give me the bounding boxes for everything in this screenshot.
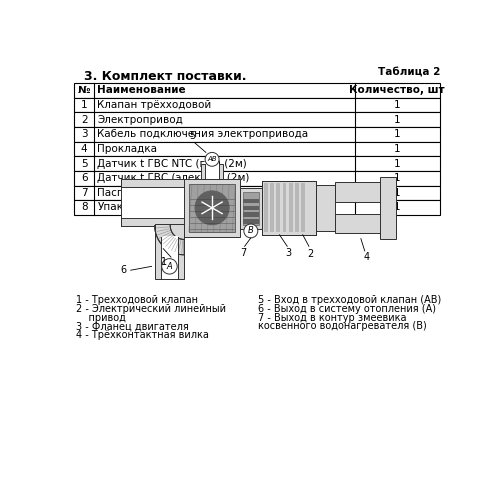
Text: 4 - Трёхконтактная вилка: 4 - Трёхконтактная вилка xyxy=(76,330,210,340)
Text: Датчик t ГВС (электро) (2м): Датчик t ГВС (электро) (2м) xyxy=(98,173,250,183)
Bar xyxy=(262,181,316,235)
Text: 1: 1 xyxy=(394,158,400,168)
Text: Прокладка: Прокладка xyxy=(98,144,158,154)
Bar xyxy=(74,156,440,171)
Bar xyxy=(295,183,299,232)
Text: 1: 1 xyxy=(394,100,400,110)
Text: 1: 1 xyxy=(394,130,400,140)
Text: 3: 3 xyxy=(286,248,292,258)
Text: 1: 1 xyxy=(81,100,87,110)
Text: B: B xyxy=(248,226,254,235)
Bar xyxy=(243,220,258,224)
Text: 5: 5 xyxy=(81,158,87,168)
Text: 2 - Электрический линейный: 2 - Электрический линейный xyxy=(76,304,227,314)
Text: 6 - Выход в систему отопления (А): 6 - Выход в систему отопления (А) xyxy=(258,304,436,314)
Bar xyxy=(74,127,440,142)
Bar xyxy=(205,164,219,180)
Bar xyxy=(120,187,184,218)
Bar xyxy=(243,192,258,225)
Text: 7: 7 xyxy=(81,188,87,198)
Bar xyxy=(289,183,292,232)
Text: 1: 1 xyxy=(394,114,400,124)
Text: 2: 2 xyxy=(308,248,314,258)
Text: 3. Комплект поставки.: 3. Комплект поставки. xyxy=(84,70,246,83)
Text: 1: 1 xyxy=(394,202,400,212)
Bar xyxy=(270,183,274,232)
Circle shape xyxy=(244,224,258,238)
Text: 2: 2 xyxy=(81,114,87,124)
Text: Кабель подключения электропривода: Кабель подключения электропривода xyxy=(98,130,308,140)
Text: Датчик t ГВС NTC (газ) (2м): Датчик t ГВС NTC (газ) (2м) xyxy=(98,158,247,168)
Circle shape xyxy=(162,258,177,274)
Bar xyxy=(74,186,440,200)
Bar xyxy=(282,183,286,232)
Text: привод: привод xyxy=(76,312,126,322)
Bar xyxy=(184,180,240,237)
Text: A: A xyxy=(166,262,172,271)
Bar xyxy=(380,177,396,238)
Text: Наименование: Наименование xyxy=(98,86,186,96)
Text: №: № xyxy=(78,86,90,96)
Bar xyxy=(243,206,258,210)
Polygon shape xyxy=(154,226,184,255)
Bar xyxy=(74,83,440,98)
Text: 7: 7 xyxy=(240,248,246,258)
Bar xyxy=(161,236,178,280)
Bar xyxy=(201,164,223,180)
Text: 8: 8 xyxy=(81,202,87,212)
Text: 3 - Фланец двигателя: 3 - Фланец двигателя xyxy=(76,322,189,332)
Bar xyxy=(316,184,336,231)
Text: 5: 5 xyxy=(190,131,196,141)
Bar xyxy=(74,142,440,156)
Bar xyxy=(243,198,258,203)
Bar xyxy=(336,182,384,202)
Text: 6: 6 xyxy=(120,265,127,275)
Bar xyxy=(189,184,236,232)
Text: Упаковка: Упаковка xyxy=(98,202,149,212)
Bar xyxy=(262,181,316,235)
Bar xyxy=(276,183,280,232)
Bar xyxy=(74,171,440,186)
Circle shape xyxy=(195,191,229,225)
Bar xyxy=(336,214,384,233)
Bar xyxy=(74,98,440,112)
Bar xyxy=(264,183,268,232)
Text: косвенного водонагревателя (В): косвенного водонагревателя (В) xyxy=(258,322,426,332)
Text: 1: 1 xyxy=(394,144,400,154)
Bar xyxy=(74,200,440,215)
Text: 6: 6 xyxy=(81,173,87,183)
Bar xyxy=(154,224,184,280)
Text: 4: 4 xyxy=(363,252,370,262)
Text: Клапан трёхходовой: Клапан трёхходовой xyxy=(98,100,212,110)
Text: Электропривод: Электропривод xyxy=(98,114,183,124)
Text: Паспорт: Паспорт xyxy=(98,188,143,198)
Text: 5 - Вход в трехходовой клапан (АВ): 5 - Вход в трехходовой клапан (АВ) xyxy=(258,295,441,305)
Bar xyxy=(74,112,440,127)
Text: Таблица 2: Таблица 2 xyxy=(378,67,440,77)
Bar xyxy=(301,183,305,232)
Text: 1: 1 xyxy=(394,188,400,198)
Text: 1: 1 xyxy=(394,173,400,183)
Text: 1 - Трехходовой клапан: 1 - Трехходовой клапан xyxy=(76,295,198,305)
Text: Количество, шт: Количество, шт xyxy=(350,86,445,96)
Text: AB: AB xyxy=(208,156,217,162)
Text: 4: 4 xyxy=(81,144,87,154)
Bar xyxy=(240,188,262,228)
Text: 7 - Выход в контур змеевика: 7 - Выход в контур змеевика xyxy=(258,312,406,322)
Circle shape xyxy=(205,152,219,166)
Text: 3: 3 xyxy=(81,130,87,140)
Bar xyxy=(120,180,186,226)
Bar xyxy=(243,212,258,217)
Text: 1: 1 xyxy=(161,257,167,267)
